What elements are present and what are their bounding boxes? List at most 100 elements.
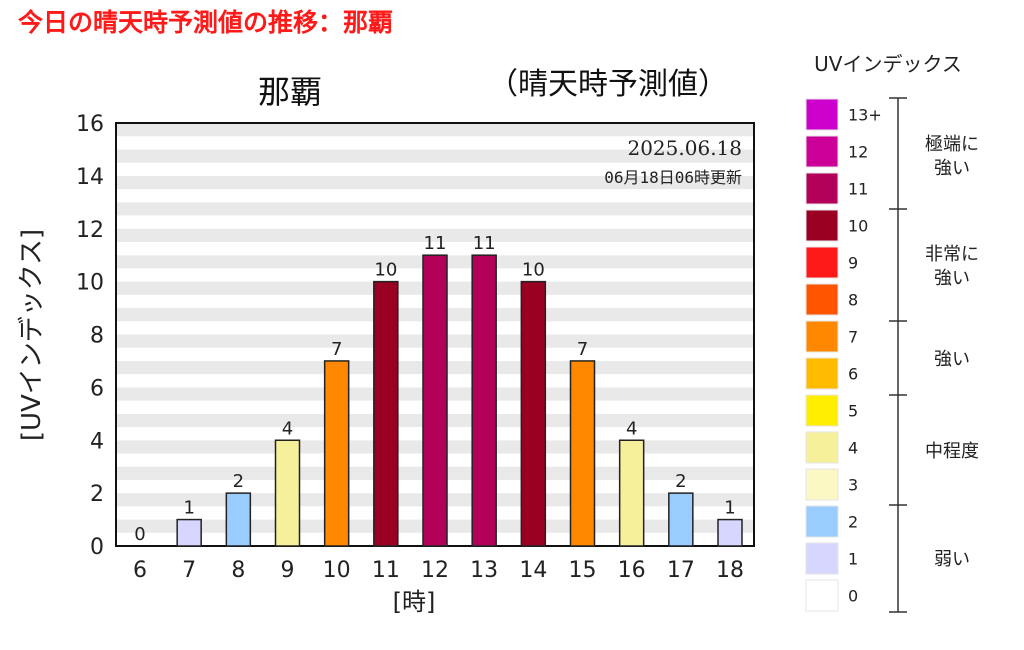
legend-category-label: 弱い: [934, 549, 970, 570]
bar: [373, 280, 399, 547]
bar: [323, 360, 350, 547]
x-tick-label: 18: [716, 558, 744, 583]
legend-swatch: [805, 431, 839, 464]
bar-value-label: 7: [331, 339, 342, 360]
legend-category-label: 極端に強い: [925, 134, 979, 179]
legend-swatch: [805, 320, 839, 353]
x-tick-label: 8: [231, 558, 245, 583]
bar-value-label: 10: [374, 260, 397, 281]
bar: [176, 518, 202, 547]
y-tick-label: 2: [90, 482, 104, 507]
x-tick-label: 9: [281, 558, 295, 583]
legend-level-label: 7: [848, 328, 858, 347]
y-tick-label: 16: [76, 112, 104, 137]
legend-level-label: 12: [848, 143, 868, 162]
y-tick-label: 6: [90, 376, 104, 401]
bar: [520, 280, 547, 547]
legend-level-label: 8: [848, 291, 858, 310]
legend-swatch: [805, 468, 839, 501]
legend-level-label: 4: [848, 439, 858, 458]
x-tick-label: 6: [133, 558, 147, 583]
x-tick-label: 15: [569, 558, 597, 583]
bar-value-label: 11: [424, 233, 447, 254]
bar-value-label: 4: [282, 418, 293, 439]
legend-category-label: 非常に強い: [925, 244, 979, 289]
x-tick-label: 7: [182, 558, 196, 583]
y-tick-label: 12: [76, 218, 104, 243]
y-tick-label: 4: [90, 429, 104, 454]
legend-swatch: [805, 579, 839, 612]
bar: [569, 360, 596, 547]
grid-band: [116, 175, 754, 190]
legend-swatch: [805, 98, 839, 131]
chart-title: 那覇: [258, 73, 322, 111]
updated-label: 06月18日06時更新: [604, 168, 742, 187]
bar: [422, 254, 448, 547]
grid-band: [116, 241, 754, 256]
legend-level-label: 3: [848, 476, 858, 495]
legend-level-label: 11: [848, 180, 868, 199]
bar: [618, 439, 645, 547]
legend-category-label: 中程度: [925, 441, 979, 462]
bar-labels: 0 1 2 4 7 10 11 11 10 7 4 2 1: [134, 233, 735, 545]
page-title: 今日の晴天時予測値の推移：那覇: [18, 8, 394, 37]
legend-level-label: 2: [848, 513, 858, 532]
legend-swatch: [805, 542, 839, 575]
x-tick-label: 13: [470, 558, 498, 583]
legend-level-label: 6: [848, 365, 858, 384]
legend-level-label: 13+: [848, 106, 882, 125]
grid-band: [116, 202, 754, 216]
bar-value-label: 4: [626, 418, 637, 439]
bar-value-label: 0: [134, 524, 145, 545]
grid-band: [116, 162, 754, 176]
legend-title: UVインデックス: [814, 52, 962, 76]
legend-level-label: 10: [848, 217, 868, 236]
legend-level-label: 5: [848, 402, 858, 421]
x-tick-label: 10: [323, 558, 351, 583]
bar: [717, 518, 743, 547]
chart-subtitle: （晴天時予測値）: [488, 67, 728, 102]
y-tick-label: 10: [76, 271, 104, 296]
bar-value-label: 7: [577, 339, 588, 360]
bar-value-label: 1: [724, 498, 735, 519]
grid-band: [116, 215, 754, 229]
bar: [274, 439, 301, 547]
legend-level-label: 9: [848, 254, 858, 273]
y-axis-title: [UVインデックス]: [17, 229, 47, 441]
y-tick-label: 8: [90, 324, 104, 349]
legend-swatch: [805, 394, 839, 427]
x-tick-label: 11: [372, 558, 400, 583]
x-tick-label: 17: [667, 558, 695, 583]
legend-swatch: [805, 135, 839, 168]
grid-band: [116, 136, 754, 150]
legend-swatch: [805, 172, 839, 205]
x-tick-label: 16: [618, 558, 646, 583]
y-tick-label: 0: [90, 535, 104, 560]
x-tick-label: 12: [421, 558, 449, 583]
legend-swatch: [805, 283, 839, 316]
bar-value-label: 2: [233, 471, 244, 492]
date-label: 2025.06.18: [627, 136, 742, 160]
legend-swatch: [805, 209, 839, 242]
x-tick-label: 14: [519, 558, 547, 583]
bar: [225, 492, 252, 547]
legend-level-label: 1: [848, 550, 858, 569]
legend-swatch: [805, 505, 839, 538]
grid-band: [116, 189, 754, 203]
x-tick-labels: 6 7 8 9 10 11 12 13 14 15 16 17 18: [133, 558, 744, 583]
grid-band: [116, 228, 754, 242]
y-tick-label: 14: [76, 165, 104, 190]
bar-value-label: 11: [473, 233, 496, 254]
bar: [471, 254, 497, 547]
bar-value-label: 1: [183, 498, 194, 519]
bars: [176, 254, 743, 547]
bar: [668, 492, 694, 547]
y-tick-labels: 0 2 4 6 8 10 12 14 16: [76, 112, 104, 560]
x-axis-title: [時]: [393, 588, 436, 616]
bar-value-label: 10: [522, 260, 545, 281]
legend-level-label: 0: [848, 587, 858, 606]
legend-category-label: 強い: [934, 349, 970, 370]
legend-swatch: [805, 246, 839, 279]
